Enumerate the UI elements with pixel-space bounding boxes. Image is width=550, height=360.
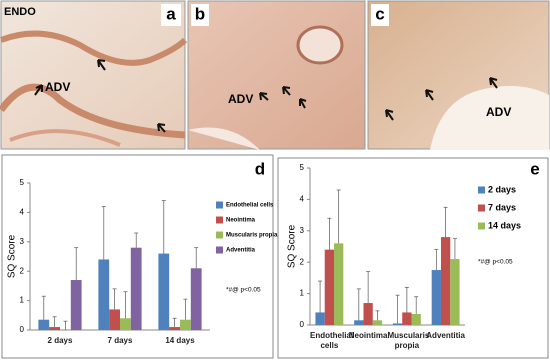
bar [363, 303, 373, 325]
micrograph-a [0, 0, 188, 150]
bar [315, 312, 325, 325]
panel-letter: b [195, 4, 205, 23]
legend-swatch [216, 231, 223, 239]
y-tick-label: 2 [20, 266, 25, 275]
y-tick-label: 5 [20, 178, 25, 187]
bar [120, 318, 131, 330]
note: *#@ p<0.05 [226, 287, 261, 294]
legend-swatch [478, 222, 485, 230]
legend-swatch [478, 186, 485, 194]
legend-label: Endothelial cells [226, 203, 274, 209]
x-tick-label: Muscularis propia [387, 331, 430, 350]
legend-label: 7 days [488, 202, 516, 212]
y-axis-title: SQ Score [287, 224, 298, 268]
bar [392, 323, 403, 325]
y-tick-label: 0 [20, 325, 25, 334]
bar [354, 320, 364, 325]
y-tick-label: 3 [300, 226, 305, 235]
bar [431, 270, 441, 325]
legend-swatch [216, 216, 223, 224]
bar [372, 320, 383, 325]
micrograph-b [187, 0, 366, 150]
y-tick-label: 5 [300, 163, 305, 172]
y-tick-label: 3 [20, 237, 25, 246]
x-tick-label: 2 days [47, 336, 73, 345]
label-box [191, 4, 209, 26]
bar [402, 312, 412, 325]
y-tick-label: 0 [300, 320, 305, 329]
legend-swatch [216, 201, 223, 209]
bar [190, 268, 202, 330]
x-tick-label: Neointima [348, 331, 388, 340]
bar [180, 319, 191, 330]
micrograph-c [367, 0, 550, 150]
y-tick-label: 1 [20, 296, 25, 305]
panel-letter: d [255, 159, 265, 178]
legend-label: 14 days [488, 220, 521, 230]
legend-swatch [478, 204, 485, 212]
bar [98, 259, 110, 330]
image-label: ENDO [4, 6, 36, 18]
y-axis-title: SQ Score [7, 234, 18, 278]
bar [70, 280, 82, 330]
y-tick-label: 1 [300, 289, 305, 298]
x-tick-label: 7 days [107, 336, 133, 345]
image-label: ADV [45, 80, 70, 94]
x-tick-label: 14 days [165, 336, 195, 345]
bar [158, 253, 170, 330]
bar [38, 319, 50, 330]
bar [169, 327, 180, 330]
y-tick-label: 2 [300, 257, 305, 266]
bar [440, 237, 451, 325]
legend-label: Adventitia [226, 248, 256, 254]
panel-letter: c [375, 4, 384, 23]
panel-letter: e [530, 159, 539, 178]
bar [450, 259, 460, 325]
bar [324, 249, 335, 325]
y-tick-label: 4 [20, 208, 25, 217]
bar [130, 247, 142, 330]
legend-label: 2 days [488, 184, 516, 194]
label-box [161, 4, 181, 26]
legend-swatch [216, 246, 223, 254]
bar [334, 243, 344, 325]
legend-label: Muscularis propia [226, 233, 278, 239]
x-tick-label: Adventitia [426, 331, 465, 340]
image-label: ADV [228, 92, 253, 106]
bar [411, 314, 421, 325]
note: *#@ p<0.05 [478, 259, 513, 266]
image-label: ADV [486, 105, 511, 119]
bar [109, 309, 120, 330]
x-tick-label: Endothelial cells [310, 331, 354, 350]
bar [49, 327, 60, 330]
legend-label: Neointima [226, 218, 256, 224]
label-box [371, 4, 389, 26]
panel-letter: a [166, 4, 176, 23]
y-tick-label: 4 [300, 195, 305, 204]
